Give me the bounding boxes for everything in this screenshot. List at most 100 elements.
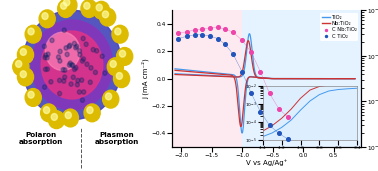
Nb:TiO₂ <box>252 72 257 74</box>
Circle shape <box>84 2 90 9</box>
Text: Plasmon
absorption: Plasmon absorption <box>95 132 139 145</box>
Circle shape <box>71 75 75 80</box>
Nb:TiO₂ <box>173 74 177 76</box>
Circle shape <box>51 114 57 120</box>
Circle shape <box>28 28 34 35</box>
Circle shape <box>39 10 55 28</box>
Circle shape <box>81 0 97 17</box>
Circle shape <box>41 104 57 122</box>
Circle shape <box>105 93 112 100</box>
Circle shape <box>31 20 113 110</box>
Circle shape <box>64 0 70 6</box>
Line: TiO₂: TiO₂ <box>175 34 355 79</box>
Circle shape <box>56 55 60 59</box>
Circle shape <box>13 58 29 76</box>
Circle shape <box>89 66 93 70</box>
C Nb:TiO₂ <box>285 116 291 119</box>
Circle shape <box>57 78 62 83</box>
Circle shape <box>65 112 71 119</box>
Circle shape <box>84 104 100 122</box>
C Nb:TiO₂ <box>215 26 221 29</box>
Y-axis label: j (mA cm⁻²): j (mA cm⁻²) <box>141 58 149 99</box>
Circle shape <box>73 67 76 71</box>
Circle shape <box>71 63 75 68</box>
Circle shape <box>67 63 71 67</box>
Legend: TiO₂, Nb:TiO₂, C Nb:TiO₂, C TiO₂: TiO₂, Nb:TiO₂, C Nb:TiO₂, C TiO₂ <box>320 13 358 41</box>
Circle shape <box>85 62 89 67</box>
C TiO₂ <box>276 132 282 135</box>
C TiO₂ <box>192 33 198 36</box>
Circle shape <box>93 70 98 75</box>
Circle shape <box>100 54 104 58</box>
C Nb:TiO₂ <box>266 92 273 95</box>
Circle shape <box>99 8 116 26</box>
Circle shape <box>44 53 48 57</box>
Circle shape <box>57 91 62 96</box>
C Nb:TiO₂ <box>192 29 198 31</box>
C TiO₂ <box>230 53 236 55</box>
Circle shape <box>20 49 26 55</box>
Circle shape <box>88 80 92 84</box>
Circle shape <box>93 1 110 19</box>
C TiO₂ <box>215 37 221 40</box>
Circle shape <box>45 32 80 70</box>
C Nb:TiO₂ <box>208 27 214 29</box>
C TiO₂ <box>239 70 245 73</box>
Circle shape <box>43 85 46 89</box>
Circle shape <box>25 89 41 106</box>
Circle shape <box>80 78 84 82</box>
Nb:TiO₂ <box>296 78 301 80</box>
Circle shape <box>96 4 102 11</box>
Circle shape <box>84 42 88 47</box>
Circle shape <box>25 25 41 43</box>
Nb:TiO₂ <box>246 40 250 42</box>
Circle shape <box>63 68 67 72</box>
Circle shape <box>58 0 74 17</box>
Circle shape <box>68 61 72 65</box>
Circle shape <box>45 67 50 71</box>
Circle shape <box>119 50 125 57</box>
C Nb:TiO₂ <box>175 32 181 35</box>
Circle shape <box>62 79 66 83</box>
Circle shape <box>60 2 67 9</box>
C Nb:TiO₂ <box>257 70 263 73</box>
Circle shape <box>115 28 121 35</box>
Circle shape <box>74 66 78 70</box>
C TiO₂ <box>285 138 291 140</box>
Bar <box>172 10 242 147</box>
Circle shape <box>45 56 49 60</box>
Circle shape <box>81 36 85 41</box>
C Nb:TiO₂ <box>248 51 254 54</box>
Circle shape <box>69 82 73 86</box>
C TiO₂ <box>257 110 263 113</box>
Circle shape <box>72 41 76 46</box>
Circle shape <box>43 107 50 114</box>
Circle shape <box>78 52 82 57</box>
Circle shape <box>61 0 77 14</box>
Circle shape <box>50 38 54 43</box>
Circle shape <box>77 49 82 53</box>
C TiO₂ <box>184 35 190 38</box>
C Nb:TiO₂ <box>200 28 206 30</box>
C TiO₂ <box>208 35 214 38</box>
Nb:TiO₂ <box>353 78 357 80</box>
Circle shape <box>58 49 62 54</box>
Circle shape <box>113 70 130 88</box>
Nb:TiO₂ <box>191 74 196 76</box>
Circle shape <box>75 44 79 49</box>
C Nb:TiO₂ <box>222 28 228 30</box>
Circle shape <box>116 73 122 79</box>
Nb:TiO₂ <box>313 78 318 80</box>
Circle shape <box>42 13 48 19</box>
C TiO₂ <box>200 33 206 36</box>
Circle shape <box>46 52 50 56</box>
C TiO₂ <box>222 43 228 46</box>
Circle shape <box>17 46 34 64</box>
Circle shape <box>103 71 107 75</box>
C Nb:TiO₂ <box>276 107 282 110</box>
TiO₂ <box>245 40 250 42</box>
Circle shape <box>70 63 74 67</box>
Circle shape <box>81 59 84 63</box>
Circle shape <box>49 80 53 84</box>
Circle shape <box>67 44 71 49</box>
